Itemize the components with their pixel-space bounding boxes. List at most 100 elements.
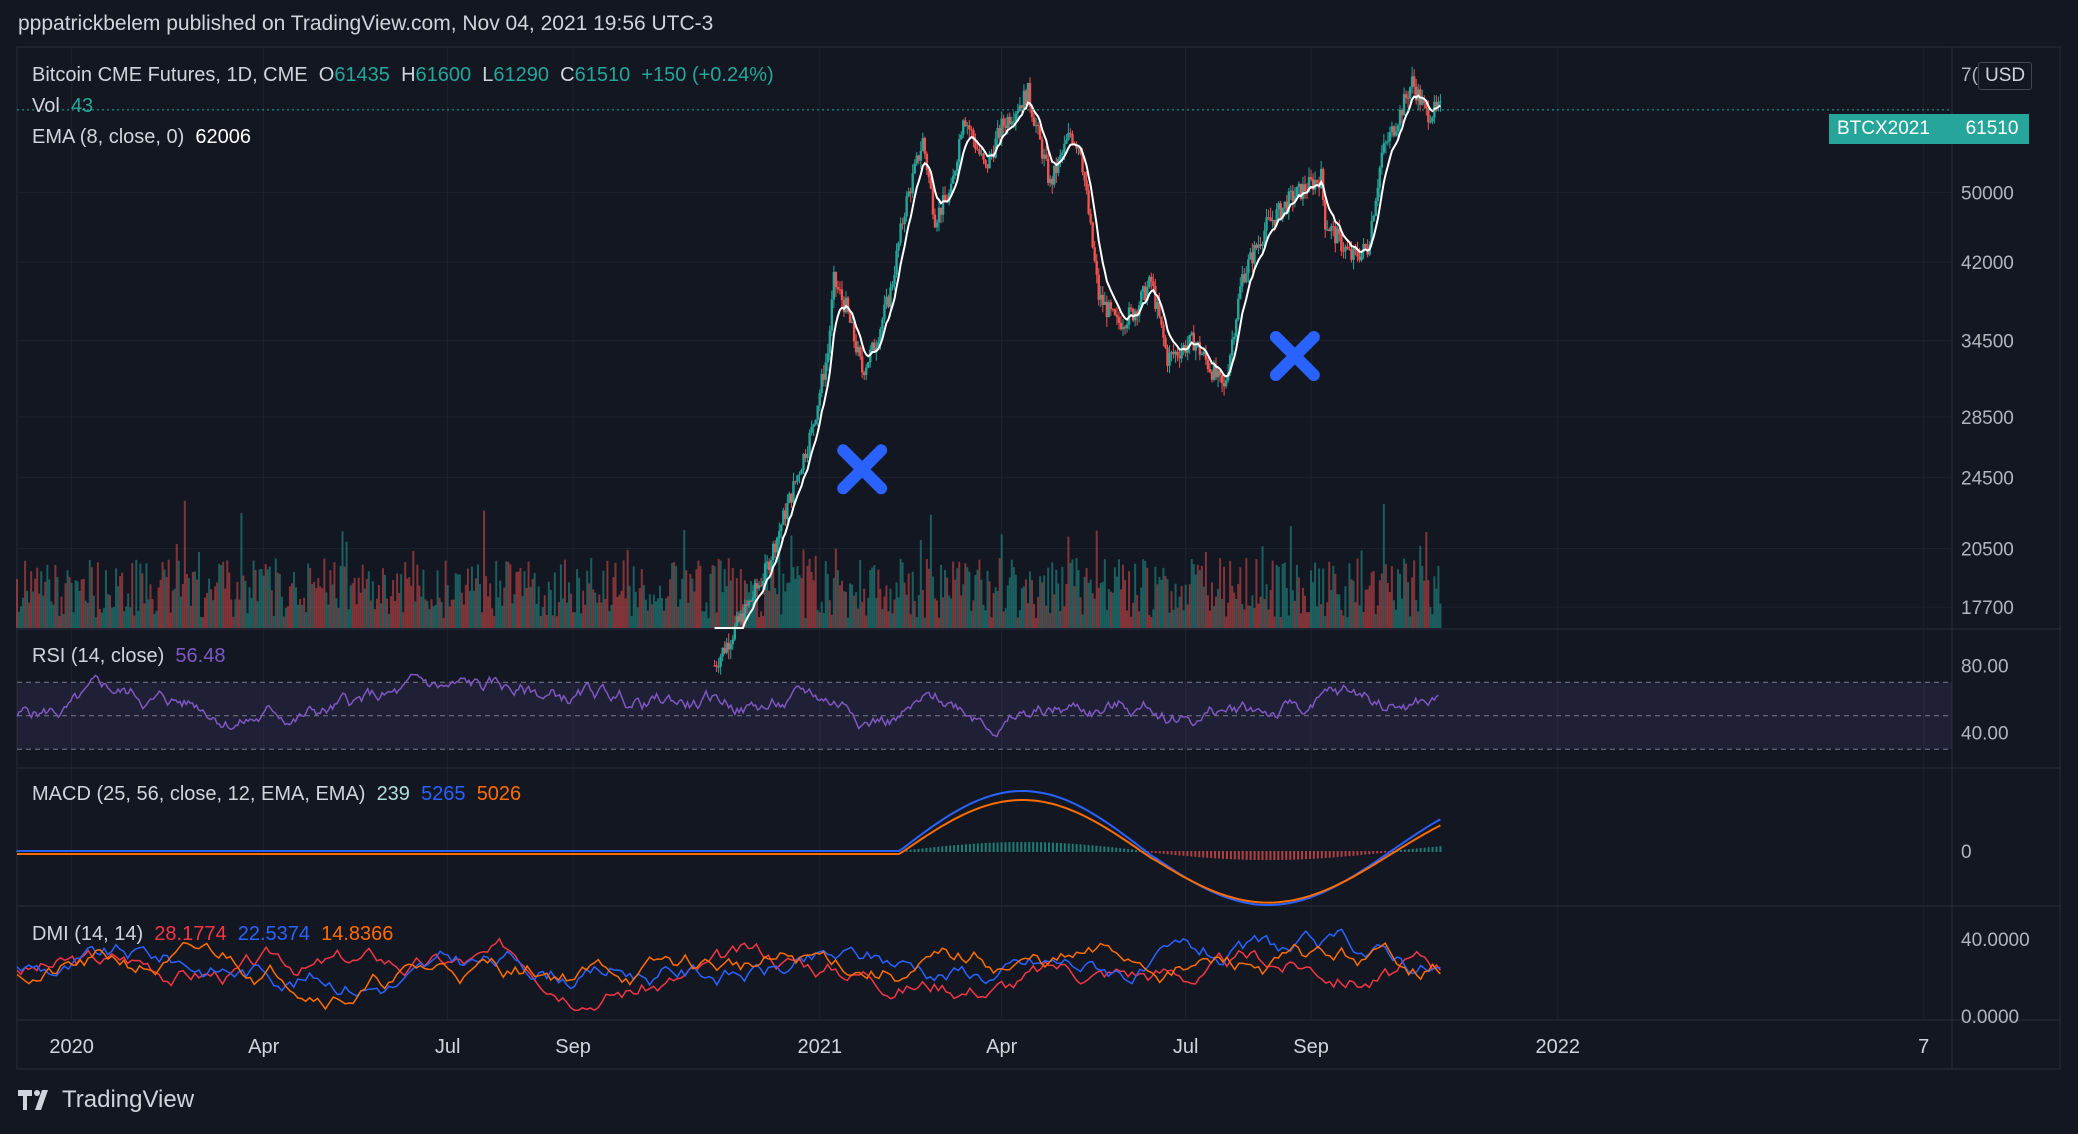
candle-body bbox=[751, 597, 755, 601]
candle-body bbox=[755, 583, 759, 589]
volume-bar bbox=[1239, 567, 1242, 628]
volume-bar bbox=[133, 615, 136, 628]
candle-body bbox=[1111, 309, 1115, 311]
volume-bar bbox=[220, 565, 223, 628]
volume-bar bbox=[1388, 592, 1391, 628]
volume-bar bbox=[1026, 602, 1029, 628]
volume-bar bbox=[349, 585, 352, 628]
volume-bar bbox=[454, 573, 457, 628]
volume-bar bbox=[1071, 559, 1074, 628]
volume-bar bbox=[808, 558, 811, 628]
volume-bar bbox=[982, 604, 985, 628]
volume-bar bbox=[274, 558, 277, 628]
volume-bar bbox=[1425, 531, 1428, 628]
rsi-legend[interactable]: RSI (14, close) 56.48 bbox=[32, 645, 225, 668]
volume-bar bbox=[600, 602, 603, 628]
ema-legend[interactable]: EMA (8, close, 0) 62006 bbox=[32, 126, 251, 149]
macd-label: MACD (25, 56, close, 12, EMA, EMA) bbox=[32, 783, 366, 805]
symbol-title[interactable]: Bitcoin CME Futures, 1D, CME bbox=[32, 64, 308, 86]
volume-bar bbox=[784, 591, 787, 628]
candle-body bbox=[1358, 256, 1361, 261]
volume-bar bbox=[1061, 566, 1064, 628]
volume-bar bbox=[319, 586, 322, 628]
candle-body bbox=[941, 195, 945, 215]
volume-bar bbox=[1415, 599, 1418, 628]
volume-bar bbox=[1340, 609, 1343, 628]
volume-bar bbox=[1421, 565, 1424, 628]
volume-bar bbox=[195, 579, 198, 628]
volume-bar bbox=[642, 585, 645, 628]
volume-bar bbox=[1128, 571, 1131, 628]
volume-bar bbox=[145, 563, 148, 628]
volume-bar bbox=[272, 615, 275, 628]
volume-bar bbox=[1200, 565, 1203, 628]
volume-bar bbox=[853, 595, 856, 628]
candle-body bbox=[745, 604, 749, 606]
volume-bar bbox=[18, 611, 21, 628]
volume-bar bbox=[756, 597, 759, 628]
volume-bar bbox=[1075, 558, 1078, 628]
tradingview-logo[interactable]: TradingView bbox=[18, 1086, 194, 1114]
candle-body bbox=[1065, 139, 1068, 144]
macd-histogram-bar bbox=[1218, 851, 1221, 859]
volume-bar bbox=[317, 578, 320, 628]
volume-bar bbox=[452, 599, 455, 628]
candle-body bbox=[1214, 364, 1218, 378]
volume-bar bbox=[430, 599, 433, 628]
candle-body bbox=[765, 561, 769, 564]
candle-body bbox=[786, 502, 789, 520]
candle-body bbox=[1380, 152, 1384, 168]
volume-bar bbox=[1119, 589, 1122, 628]
volume-bar bbox=[1273, 616, 1276, 628]
volume-bar bbox=[523, 571, 526, 628]
main-legend[interactable]: Bitcoin CME Futures, 1D, CME O61435 H616… bbox=[32, 64, 774, 87]
candle-body bbox=[1376, 187, 1379, 201]
macd-histogram-bar bbox=[1174, 851, 1177, 856]
candle-body bbox=[1315, 180, 1319, 183]
candle-body bbox=[1342, 250, 1345, 252]
volume-legend[interactable]: Vol 43 bbox=[32, 95, 93, 118]
volume-bar bbox=[185, 574, 188, 628]
volume-bar bbox=[64, 583, 67, 628]
volume-bar bbox=[1174, 583, 1177, 628]
volume-bar bbox=[592, 589, 595, 628]
volume-bar bbox=[1198, 570, 1201, 628]
candle-body bbox=[907, 191, 910, 197]
volume-bar bbox=[758, 617, 761, 628]
volume-bar bbox=[1417, 611, 1420, 628]
volume-bar bbox=[428, 609, 431, 628]
volume-bar bbox=[547, 581, 550, 628]
candle-body bbox=[1117, 316, 1121, 323]
volume-bar bbox=[1206, 595, 1209, 628]
volume-bar bbox=[339, 565, 342, 628]
macd-histogram-bar bbox=[1384, 851, 1387, 853]
volume-bar bbox=[899, 558, 902, 628]
volume-bar bbox=[1188, 584, 1191, 628]
macd-legend[interactable]: MACD (25, 56, close, 12, EMA, EMA) 239 5… bbox=[32, 783, 521, 806]
candle-body bbox=[974, 139, 977, 149]
volume-bar bbox=[565, 602, 568, 628]
candle-body bbox=[1332, 226, 1335, 228]
volume-bar bbox=[1407, 582, 1410, 628]
volume-bar bbox=[1178, 596, 1181, 628]
candle-body bbox=[1212, 364, 1216, 380]
macd-histogram-bar bbox=[1415, 848, 1418, 852]
volume-bar bbox=[1095, 530, 1098, 628]
candle-body bbox=[842, 299, 846, 313]
volume-bar bbox=[1253, 607, 1256, 628]
candle-body bbox=[1255, 244, 1258, 248]
macd-histogram-bar bbox=[1040, 842, 1043, 852]
candle-body bbox=[763, 563, 767, 582]
candle-body bbox=[953, 171, 957, 176]
volume-bar bbox=[721, 592, 724, 628]
volume-bar bbox=[1006, 585, 1009, 628]
dmi-plus-value: 22.5374 bbox=[237, 923, 310, 945]
candle-body bbox=[1172, 351, 1175, 355]
volume-bar bbox=[1057, 583, 1060, 628]
currency-button[interactable]: USD bbox=[1978, 62, 2033, 90]
volume-bar bbox=[106, 594, 109, 628]
volume-bar bbox=[1000, 534, 1003, 628]
volume-bar bbox=[135, 559, 138, 628]
dmi-legend[interactable]: DMI (14, 14) 28.1774 22.5374 14.8366 bbox=[32, 923, 393, 946]
